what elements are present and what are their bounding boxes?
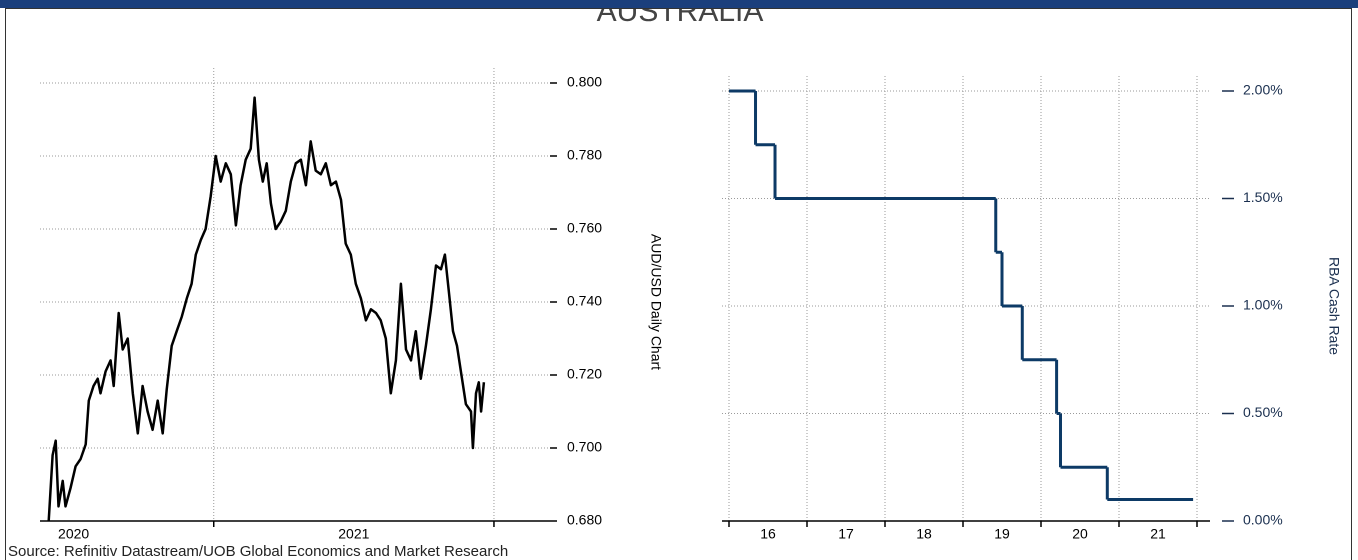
x-tick-label: 16 — [760, 526, 776, 542]
y-tick-label: 0.00% — [1243, 512, 1283, 528]
y-tick-label: 0.720 — [567, 366, 602, 382]
y-tick-label: 1.50% — [1243, 189, 1283, 205]
frame — [5, 8, 1352, 560]
y-tick-label: 0.740 — [567, 293, 602, 309]
data-line — [47, 96, 486, 522]
top-bar — [0, 0, 1358, 8]
x-tick-label: 20 — [1072, 526, 1088, 542]
y-tick-label: 0.700 — [567, 439, 602, 455]
y-tick-label: 0.50% — [1243, 404, 1283, 420]
x-tick-label: 18 — [916, 526, 932, 542]
x-tick-label: 17 — [838, 526, 854, 542]
x-tick-label: 21 — [1150, 526, 1166, 542]
y-tick-label: 0.780 — [567, 147, 602, 163]
x-tick-label: 2021 — [338, 526, 369, 542]
y-tick-label: 2.00% — [1243, 82, 1283, 98]
y-tick-label: 0.760 — [567, 220, 602, 236]
y-tick-label: 1.00% — [1243, 297, 1283, 313]
y-axis-label: RBA Cash Rate — [1326, 257, 1342, 355]
x-tick-label: 2020 — [58, 526, 89, 542]
y-tick-label: 0.800 — [567, 74, 602, 90]
x-tick-label: 19 — [994, 526, 1010, 542]
y-axis-label: AUD/USD Daily Chart — [648, 234, 664, 370]
source-note: Source: Refinitiv Datastream/UOB Global … — [8, 543, 508, 560]
y-tick-label: 0.680 — [567, 512, 602, 528]
